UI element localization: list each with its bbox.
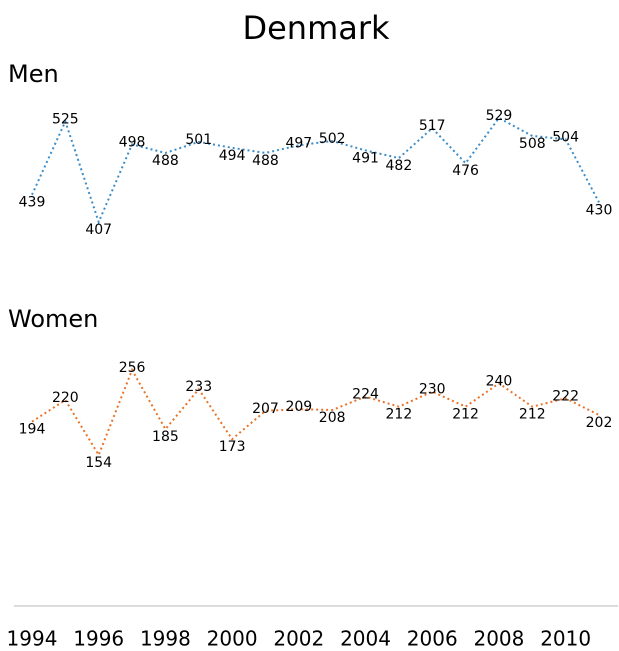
data-label: 222 — [552, 388, 579, 404]
chart-title: Denmark — [242, 9, 390, 47]
data-label: 488 — [152, 153, 179, 169]
data-label: 430 — [586, 202, 613, 218]
data-label: 494 — [219, 148, 246, 164]
data-label: 502 — [319, 131, 346, 147]
line — [31, 116, 600, 225]
line — [31, 367, 600, 458]
x-tick-label: 2006 — [407, 627, 458, 651]
data-label: 256 — [119, 360, 146, 376]
data-label: 439 — [19, 195, 46, 211]
data-label: 529 — [486, 108, 513, 124]
data-label: 504 — [552, 129, 579, 145]
data-label: 240 — [486, 373, 513, 389]
data-label: 209 — [285, 399, 312, 415]
data-label: 482 — [386, 158, 413, 174]
x-tick-label: 2000 — [207, 627, 258, 651]
data-label: 476 — [452, 163, 479, 179]
x-tick-label: 2010 — [540, 627, 591, 651]
data-label: 220 — [52, 390, 79, 406]
panel-title: Women — [8, 305, 98, 333]
data-label: 517 — [419, 118, 446, 134]
data-label: 508 — [519, 136, 546, 152]
data-label: 224 — [352, 387, 379, 403]
x-tick-label: 2002 — [273, 627, 324, 651]
x-tick-label: 1996 — [73, 627, 124, 651]
data-label: 212 — [452, 407, 479, 423]
data-label: 498 — [119, 134, 146, 150]
data-label: 194 — [19, 422, 46, 438]
data-label: 488 — [252, 153, 279, 169]
x-tick-label: 1994 — [7, 627, 58, 651]
data-label: 202 — [586, 415, 613, 431]
data-label: 230 — [419, 382, 446, 398]
data-label: 497 — [285, 135, 312, 151]
data-label: 491 — [352, 150, 379, 166]
panel-title: Men — [8, 60, 59, 88]
x-tick-label: 1998 — [140, 627, 191, 651]
data-label: 233 — [185, 379, 212, 395]
data-label: 173 — [219, 439, 246, 455]
data-label: 212 — [519, 407, 546, 423]
data-label: 525 — [52, 111, 79, 127]
data-label: 407 — [85, 222, 112, 238]
data-label: 185 — [152, 429, 179, 445]
data-label: 501 — [185, 132, 212, 148]
x-tick-label: 2008 — [473, 627, 524, 651]
data-label: 207 — [252, 401, 279, 417]
data-label: 212 — [386, 407, 413, 423]
data-label: 208 — [319, 410, 346, 426]
x-tick-label: 2004 — [340, 627, 391, 651]
data-label: 154 — [85, 455, 112, 471]
